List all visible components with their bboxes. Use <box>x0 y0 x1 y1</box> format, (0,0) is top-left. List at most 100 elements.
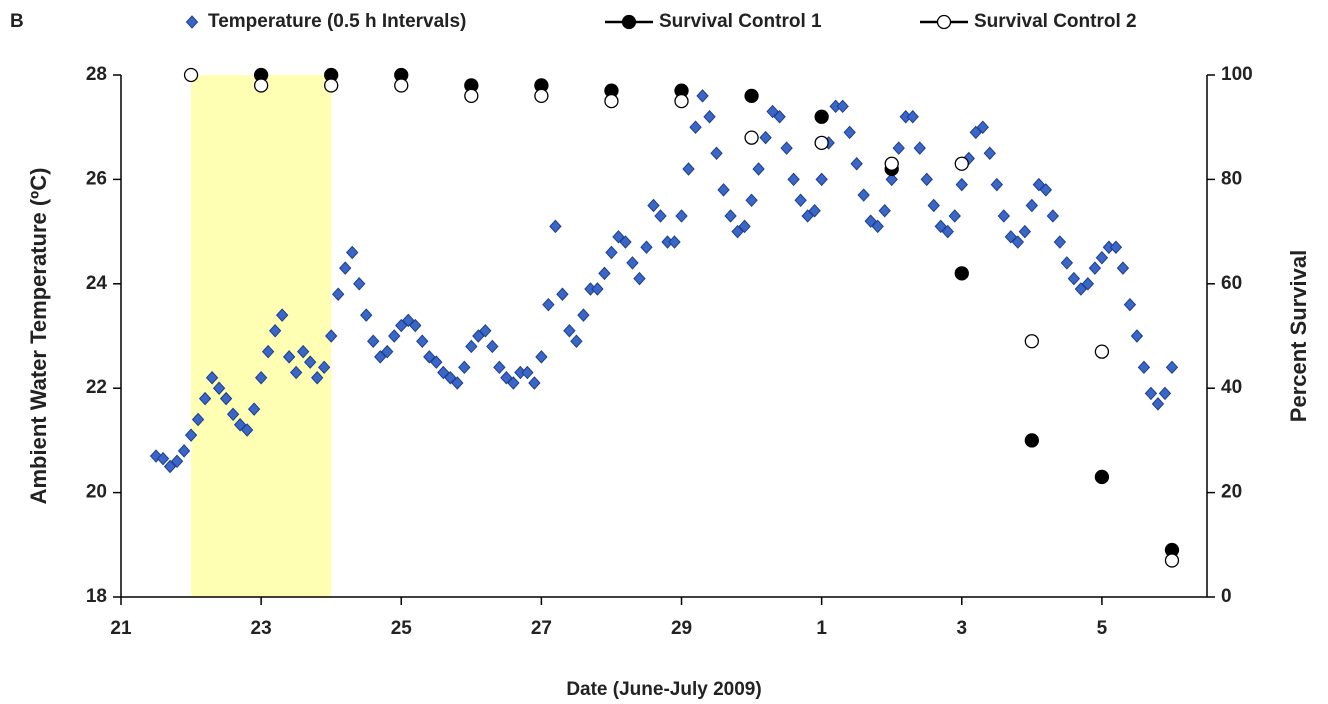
data-point <box>626 256 639 270</box>
data-point <box>759 130 772 145</box>
data-point <box>303 355 317 369</box>
data-point <box>1151 397 1165 411</box>
x-tick-label: 29 <box>671 618 692 639</box>
data-point <box>1025 198 1039 213</box>
data-point <box>1004 230 1017 244</box>
data-point <box>219 391 233 406</box>
data-point <box>183 67 199 83</box>
data-point <box>437 365 450 380</box>
data-point <box>619 235 632 249</box>
data-point <box>605 245 618 260</box>
data-point <box>1081 277 1095 291</box>
data-point <box>156 451 170 466</box>
data-point <box>745 193 758 208</box>
data-point <box>360 308 373 322</box>
x-axis-title: Date (June-July 2009) <box>566 679 761 700</box>
x-tick-label: 3 <box>956 618 967 639</box>
legend-marker <box>621 14 637 30</box>
data-point <box>1024 433 1039 448</box>
data-point <box>717 183 730 197</box>
data-point <box>884 156 899 171</box>
x-tick-label: 5 <box>1097 618 1108 639</box>
data-point <box>591 282 604 296</box>
data-point <box>563 324 576 338</box>
data-point <box>388 329 401 343</box>
data-point <box>864 214 877 228</box>
data-point <box>486 339 499 354</box>
data-point <box>409 318 422 333</box>
data-point <box>633 271 646 286</box>
data-point <box>212 381 226 395</box>
data-point <box>451 376 464 390</box>
data-point <box>521 365 534 380</box>
data-point <box>1130 329 1144 343</box>
data-point <box>1164 553 1180 568</box>
data-point <box>780 141 793 155</box>
data-point <box>534 88 549 104</box>
data-point <box>954 266 969 281</box>
data-point <box>927 198 940 213</box>
y2-axis-title: Percent Survival <box>1286 250 1311 422</box>
data-point <box>198 391 212 406</box>
x-tick-label: 21 <box>110 618 132 639</box>
data-point <box>549 219 562 234</box>
data-point <box>941 224 954 239</box>
legend-label: Temperature (0.5 h Intervals) <box>208 11 466 32</box>
y2-tick-label: 40 <box>1221 377 1242 398</box>
data-point <box>808 203 821 218</box>
data-point <box>1116 261 1130 275</box>
data-point <box>205 371 219 385</box>
panel-label: B <box>10 11 24 32</box>
data-point <box>1053 235 1067 249</box>
data-point <box>1109 240 1123 254</box>
data-point <box>346 245 359 260</box>
data-point <box>275 308 289 322</box>
y-tick-label: 22 <box>86 377 107 398</box>
data-point <box>472 329 485 343</box>
data-point <box>773 110 786 124</box>
data-point <box>464 88 479 104</box>
data-point <box>647 198 660 213</box>
data-point <box>570 334 583 348</box>
y2-tick-label: 80 <box>1221 168 1242 189</box>
y-tick-label: 26 <box>86 168 107 189</box>
y2-tick-label: 60 <box>1221 273 1242 294</box>
data-point <box>744 130 759 145</box>
data-point <box>955 177 968 192</box>
data-point <box>1074 282 1088 296</box>
data-point <box>479 324 492 338</box>
data-point <box>1039 183 1053 197</box>
data-point <box>724 209 737 223</box>
legend-marker <box>936 14 952 30</box>
data-point <box>689 120 702 134</box>
data-point <box>1123 297 1137 312</box>
data-point <box>990 177 1003 192</box>
data-point <box>416 334 429 348</box>
data-point <box>696 89 709 103</box>
data-point <box>675 209 688 223</box>
data-point <box>1011 235 1025 249</box>
legend-marker <box>185 15 199 29</box>
y-tick-label: 24 <box>86 273 108 294</box>
data-point <box>948 209 961 223</box>
data-point <box>430 355 443 369</box>
data-point <box>289 365 303 380</box>
data-point <box>353 277 366 291</box>
data-point <box>402 313 415 328</box>
y-tick-label: 28 <box>86 64 107 85</box>
y2-tick-label: 100 <box>1221 64 1253 85</box>
data-point <box>878 203 891 218</box>
data-point <box>311 371 324 385</box>
data-point <box>801 209 814 223</box>
y2-tick-label: 20 <box>1221 482 1242 503</box>
data-point <box>535 350 548 364</box>
data-point <box>163 459 177 474</box>
data-point <box>325 329 338 343</box>
data-point <box>324 78 339 93</box>
data-point <box>465 339 478 354</box>
data-point <box>612 230 625 244</box>
data-point <box>542 297 555 312</box>
data-point <box>744 88 759 104</box>
data-point <box>254 371 268 385</box>
